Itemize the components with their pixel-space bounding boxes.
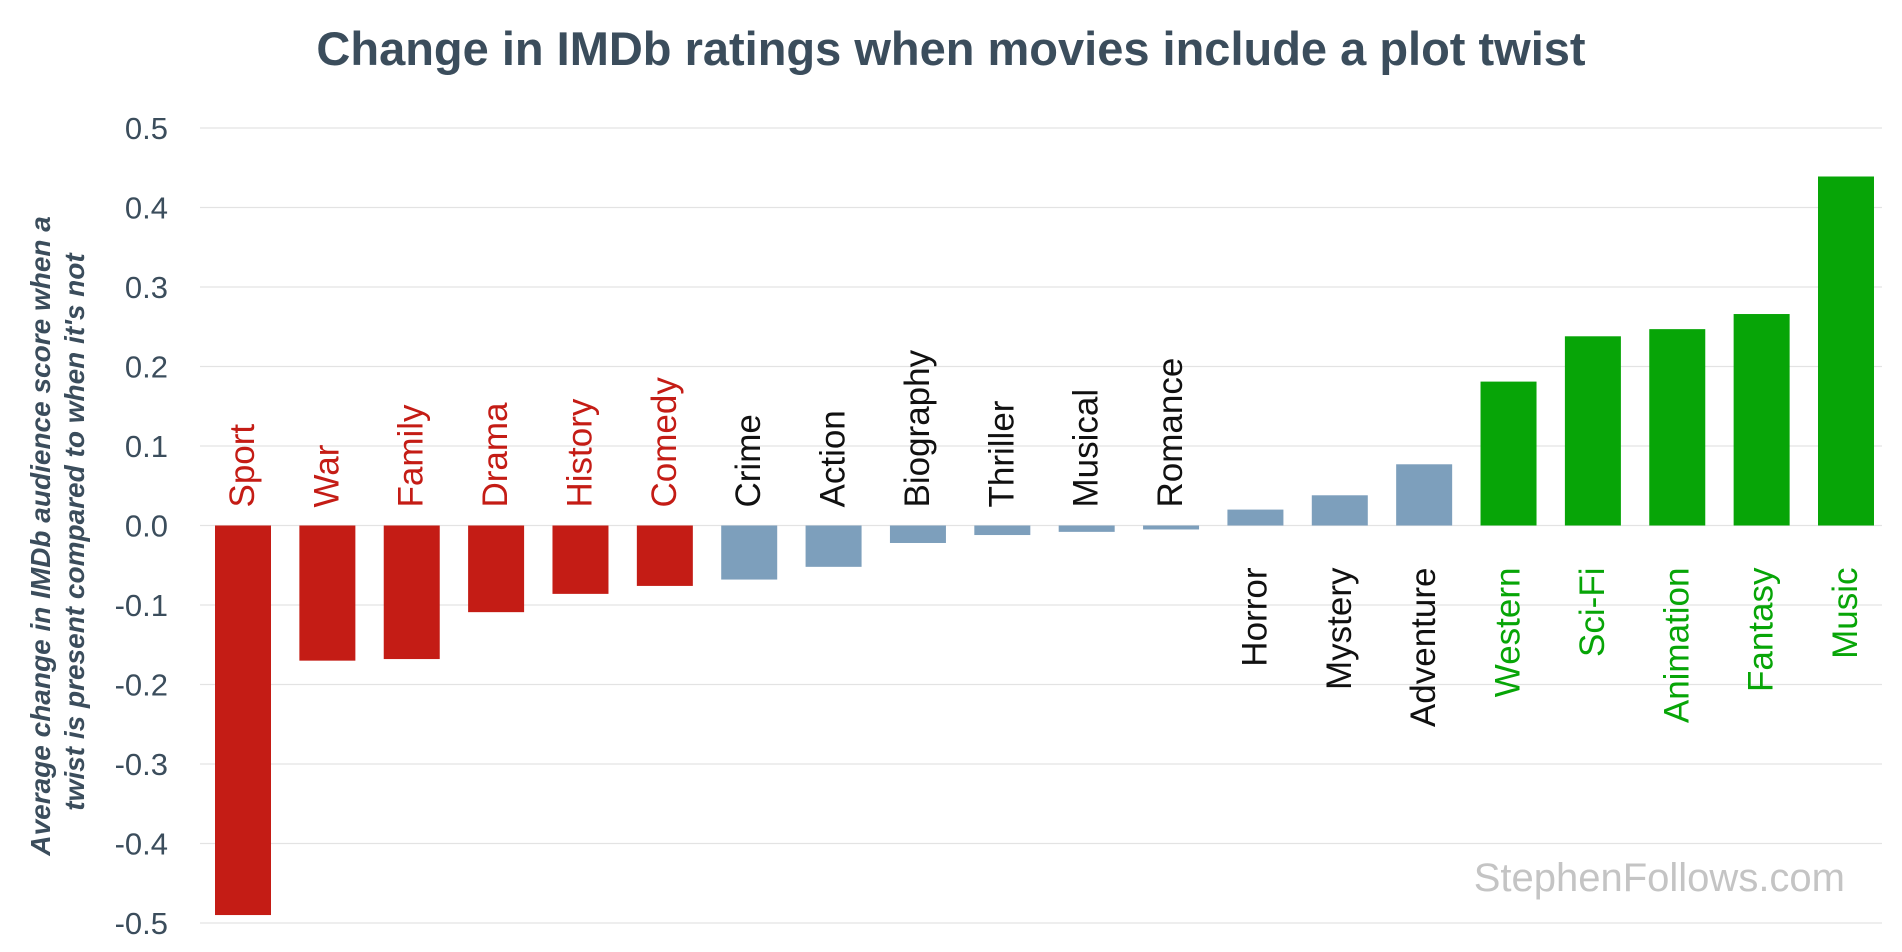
category-label-comedy: Comedy [645,377,684,508]
category-label-family: Family [392,404,431,508]
category-labels: Sport War Family Drama History Comedy Crime Act… [223,349,1865,727]
category-label-music: Music [1826,568,1865,659]
bar-mystery [1311,495,1368,526]
bar-war [299,525,356,661]
bar-crime [721,525,778,580]
bar-adventure [1396,464,1453,526]
category-label-western: Western [1489,568,1528,698]
category-label-adventure: Adventure [1404,568,1443,728]
category-label-thriller: Thriller [982,400,1021,507]
bar-sci-fi [1564,336,1621,526]
watermark: StephenFollows.com [1474,856,1845,900]
category-label-sci-fi: Sci-Fi [1573,568,1612,657]
bar-comedy [636,525,693,586]
bar-history [552,525,609,594]
category-label-war: War [307,444,346,507]
category-label-animation: Animation [1657,568,1696,724]
category-label-crime: Crime [729,414,768,507]
y-axis-label-line-2: twist is present compared to when it's n… [59,252,90,811]
category-label-drama: Drama [476,402,515,508]
bar-fantasy [1733,314,1790,526]
bar-music [1818,176,1874,526]
category-label-action: Action [814,410,853,507]
y-tick-label: -0.5 [115,906,168,941]
chart-title: Change in IMDb ratings when movies inclu… [316,22,1585,75]
category-label-sport: Sport [223,424,262,508]
bar-drama [468,525,525,613]
bar-horror [1227,509,1284,526]
y-tick-label: -0.4 [115,827,168,862]
y-tick-label: -0.1 [115,588,168,623]
y-tick-label: -0.2 [115,668,168,703]
y-tick-label: 0.4 [125,191,168,226]
y-axis-label-line-1: Average change in IMDb audience score wh… [25,216,56,857]
y-tick-label: 0.2 [125,350,168,385]
y-tick-label: 0.3 [125,270,168,305]
category-label-mystery: Mystery [1320,567,1359,690]
bar-biography [889,525,946,543]
category-label-biography: Biography [898,349,937,507]
category-label-romance: Romance [1151,358,1190,508]
bar-romance [1143,525,1200,530]
gridlines [200,127,1882,924]
category-label-history: History [560,398,599,507]
bar-animation [1649,329,1706,526]
bar-thriller [974,525,1031,536]
bar-family [383,525,440,660]
category-label-musical: Musical [1067,389,1106,508]
bars [215,176,1874,916]
y-tick-label: 0.0 [125,509,168,544]
y-axis-label: Average change in IMDb audience score wh… [25,208,90,856]
bar-sport [215,525,271,916]
bar-action [805,525,862,567]
y-tick-label: 0.5 [125,111,168,146]
bar-musical [1058,525,1115,532]
y-tick-label: -0.3 [115,747,168,782]
category-label-fantasy: Fantasy [1742,567,1781,692]
y-axis-ticks: 0.5 0.4 0.3 0.2 0.1 0.0 -0.1 -0.2 -0.3 -0.4 -0.5 [115,111,168,941]
category-label-horror: Horror [1235,567,1274,667]
y-tick-label: 0.1 [125,429,168,464]
bar-western [1480,381,1537,526]
